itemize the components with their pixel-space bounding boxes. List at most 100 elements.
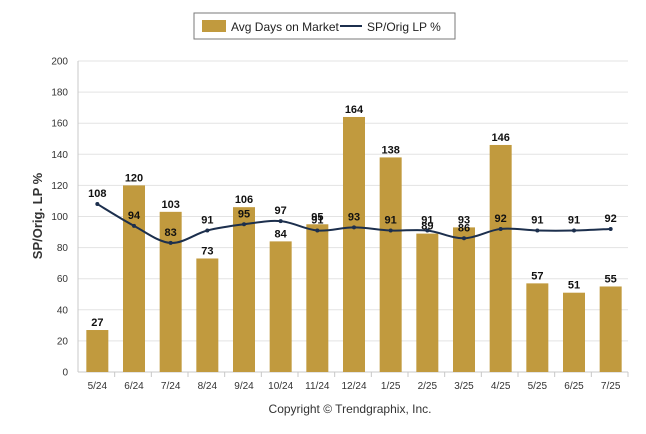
- line-point: [572, 228, 576, 233]
- line-point: [462, 236, 466, 241]
- bar: [599, 286, 622, 372]
- x-tick-label: 11/24: [305, 381, 330, 392]
- line-point: [168, 240, 173, 245]
- line-data-label: 92: [605, 213, 617, 225]
- y-tick-label: 80: [57, 243, 69, 254]
- bar: [343, 116, 365, 372]
- bar-data-label: 93: [458, 214, 470, 226]
- bar: [86, 330, 109, 372]
- y-tick-label: 40: [57, 305, 69, 316]
- bar: [159, 211, 182, 372]
- x-tick-label: 2/25: [418, 381, 438, 392]
- bar: [416, 233, 439, 372]
- line-data-label: 108: [88, 188, 106, 200]
- y-tick-label: 60: [57, 274, 69, 285]
- line-data-label: 97: [275, 205, 287, 217]
- y-tick-label: 200: [51, 57, 68, 68]
- bar-data-label: 55: [605, 273, 617, 285]
- bar-data-label: 120: [125, 172, 143, 184]
- line-data-label: 94: [128, 210, 141, 222]
- bar-data-labels: 27 120 103 73 106 84 95 164 138 89 93 146 57 51 55: [91, 104, 617, 329]
- line-data-label: 93: [348, 211, 360, 223]
- bar: [196, 258, 219, 372]
- line-point: [242, 222, 246, 227]
- line-data-label: 91: [421, 214, 433, 226]
- legend-swatch-bar: [202, 20, 226, 32]
- x-tick-label: 6/24: [124, 381, 144, 392]
- x-axis-ticks: 5/24 6/24 7/24 8/24 9/24 10/24 11/24 12/24 1/25 2…: [88, 372, 629, 392]
- line-point: [352, 225, 356, 230]
- x-tick-label: 4/25: [491, 381, 511, 392]
- copyright-text: Copyright © Trendgraphix, Inc.: [269, 402, 432, 416]
- line-point: [535, 228, 540, 233]
- bar: [526, 283, 549, 372]
- x-tick-label: 12/24: [341, 381, 366, 392]
- bar: [306, 224, 329, 372]
- bar-data-label: 138: [381, 144, 399, 156]
- bar-data-label: 146: [491, 132, 509, 144]
- line-data-label: 91: [311, 214, 323, 226]
- line-point: [278, 219, 283, 224]
- line-point: [205, 228, 210, 233]
- bar: [269, 241, 292, 372]
- bar-data-label: 95: [311, 211, 323, 223]
- bar-data-label: 84: [275, 228, 288, 240]
- bar: [489, 144, 512, 372]
- legend-label-line: SP/Orig LP %: [367, 20, 441, 34]
- y-tick-label: 180: [51, 88, 68, 99]
- line-data-label: 91: [385, 214, 397, 226]
- bar-data-label: 51: [568, 280, 580, 292]
- y-tick-label: 120: [51, 181, 68, 192]
- line-point: [132, 223, 136, 228]
- line-point: [498, 226, 503, 231]
- line-data-label: 86: [458, 222, 470, 234]
- x-tick-label: 3/25: [454, 381, 474, 392]
- bar: [123, 185, 145, 372]
- line-point: [608, 226, 613, 231]
- bar-data-label: 89: [421, 221, 433, 233]
- x-tick-label: 7/24: [161, 381, 181, 392]
- line-point: [388, 228, 393, 233]
- line-data-label: 91: [201, 214, 213, 226]
- y-tick-label: 100: [51, 212, 68, 223]
- bar: [379, 157, 402, 372]
- x-tick-label: 6/25: [564, 381, 584, 392]
- line-point: [315, 228, 320, 233]
- legend-box: [193, 12, 456, 40]
- bar: [453, 227, 475, 372]
- x-tick-label: 10/24: [268, 381, 293, 392]
- bar-data-label: 103: [161, 199, 179, 211]
- line-data-label: 95: [238, 208, 250, 220]
- x-tick-label: 9/24: [234, 381, 254, 392]
- line-data-label: 83: [165, 227, 177, 239]
- line-point: [425, 228, 430, 233]
- line-data-label: 91: [531, 214, 543, 226]
- bar: [563, 292, 585, 372]
- bar-data-label: 106: [235, 194, 253, 206]
- line-data-label: 91: [568, 214, 580, 226]
- line-data-label: 92: [495, 213, 507, 225]
- y-tick-label: 140: [51, 150, 68, 161]
- line-series: [95, 202, 613, 245]
- x-tick-label: 5/24: [88, 381, 108, 392]
- y-tick-label: 20: [57, 336, 69, 347]
- x-tick-label: 5/25: [528, 381, 548, 392]
- x-tick-label: 7/25: [601, 381, 621, 392]
- legend-label-bar: Avg Days on Market: [231, 20, 339, 34]
- line-point: [95, 202, 100, 207]
- x-tick-label: 1/25: [381, 381, 401, 392]
- x-tick-label: 8/24: [198, 381, 218, 392]
- bar-data-label: 164: [345, 104, 364, 116]
- legend: Avg Days on Market SP/Orig LP %: [193, 12, 456, 40]
- bar-data-label: 27: [91, 317, 103, 329]
- y-tick-label: 160: [51, 119, 68, 130]
- y-axis-ticks: 0 20 40 60 80 100 120 140 160 180 200: [51, 57, 68, 379]
- bars: [86, 116, 622, 372]
- y-tick-label: 0: [62, 368, 68, 379]
- bar-data-label: 57: [531, 270, 543, 282]
- y-axis-title: SP/Orig. LP %: [30, 172, 45, 259]
- bar: [233, 207, 255, 372]
